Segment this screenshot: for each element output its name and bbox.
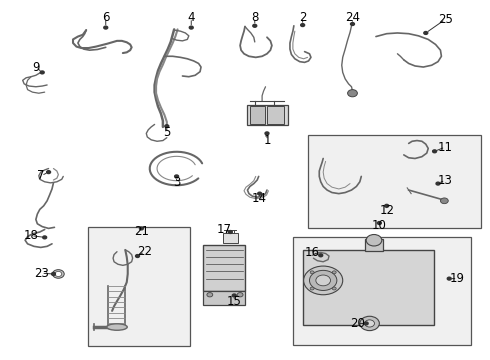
Text: 15: 15 [227, 295, 242, 308]
Circle shape [377, 222, 381, 225]
Circle shape [360, 316, 379, 330]
Circle shape [332, 287, 336, 290]
Bar [293, 237, 471, 345]
Circle shape [253, 24, 257, 27]
Text: 8: 8 [251, 12, 258, 24]
Circle shape [51, 273, 55, 275]
Circle shape [447, 277, 451, 280]
Text: 18: 18 [24, 229, 38, 242]
Text: 3: 3 [173, 176, 180, 189]
Circle shape [237, 293, 243, 297]
Text: 25: 25 [438, 13, 453, 26]
Text: 16: 16 [305, 246, 320, 259]
Circle shape [47, 171, 50, 174]
Circle shape [207, 293, 213, 297]
Circle shape [258, 192, 262, 195]
Circle shape [165, 125, 169, 128]
Circle shape [174, 175, 178, 178]
Circle shape [310, 271, 314, 274]
Circle shape [304, 266, 343, 295]
Bar [303, 250, 434, 325]
Text: 23: 23 [34, 267, 49, 280]
Circle shape [347, 90, 357, 97]
Text: 19: 19 [450, 272, 465, 285]
Circle shape [316, 275, 331, 286]
Bar [247, 105, 288, 126]
Bar [365, 239, 383, 251]
Circle shape [365, 320, 374, 327]
Text: 20: 20 [350, 317, 365, 330]
Text: 24: 24 [345, 12, 360, 24]
Circle shape [366, 234, 382, 246]
Circle shape [441, 198, 448, 204]
Circle shape [436, 182, 440, 185]
Text: 14: 14 [252, 192, 267, 205]
Circle shape [228, 230, 232, 233]
Text: 9: 9 [32, 60, 40, 73]
Text: 11: 11 [438, 140, 453, 153]
Bar [203, 244, 245, 291]
Circle shape [55, 271, 62, 276]
Circle shape [265, 132, 269, 135]
Text: 4: 4 [188, 12, 195, 24]
Text: 5: 5 [163, 126, 171, 139]
Circle shape [52, 270, 64, 278]
Circle shape [424, 32, 428, 35]
Circle shape [136, 255, 140, 257]
Text: 1: 1 [263, 134, 271, 147]
Text: 21: 21 [134, 225, 149, 238]
Circle shape [232, 294, 236, 297]
Text: 17: 17 [217, 223, 232, 236]
Bar [88, 227, 190, 346]
Text: 6: 6 [102, 12, 109, 24]
Text: 2: 2 [299, 12, 306, 24]
Text: 10: 10 [372, 219, 387, 233]
Circle shape [332, 271, 336, 274]
Bar [308, 135, 481, 228]
Text: 7: 7 [38, 169, 45, 182]
Circle shape [310, 287, 314, 290]
Text: 13: 13 [438, 174, 453, 186]
Circle shape [40, 71, 44, 74]
Text: 12: 12 [379, 204, 394, 217]
Bar [250, 107, 265, 124]
Circle shape [43, 236, 47, 239]
Circle shape [364, 322, 368, 325]
Bar [223, 233, 238, 243]
Circle shape [319, 254, 323, 257]
Circle shape [301, 24, 305, 27]
Circle shape [310, 270, 337, 291]
Ellipse shape [107, 324, 127, 330]
Bar [203, 291, 245, 305]
Circle shape [433, 150, 437, 153]
Circle shape [104, 26, 108, 29]
Circle shape [385, 204, 389, 207]
Text: 22: 22 [137, 245, 152, 258]
Bar [267, 107, 284, 124]
Circle shape [189, 26, 193, 29]
Circle shape [350, 23, 354, 26]
Circle shape [140, 227, 144, 230]
